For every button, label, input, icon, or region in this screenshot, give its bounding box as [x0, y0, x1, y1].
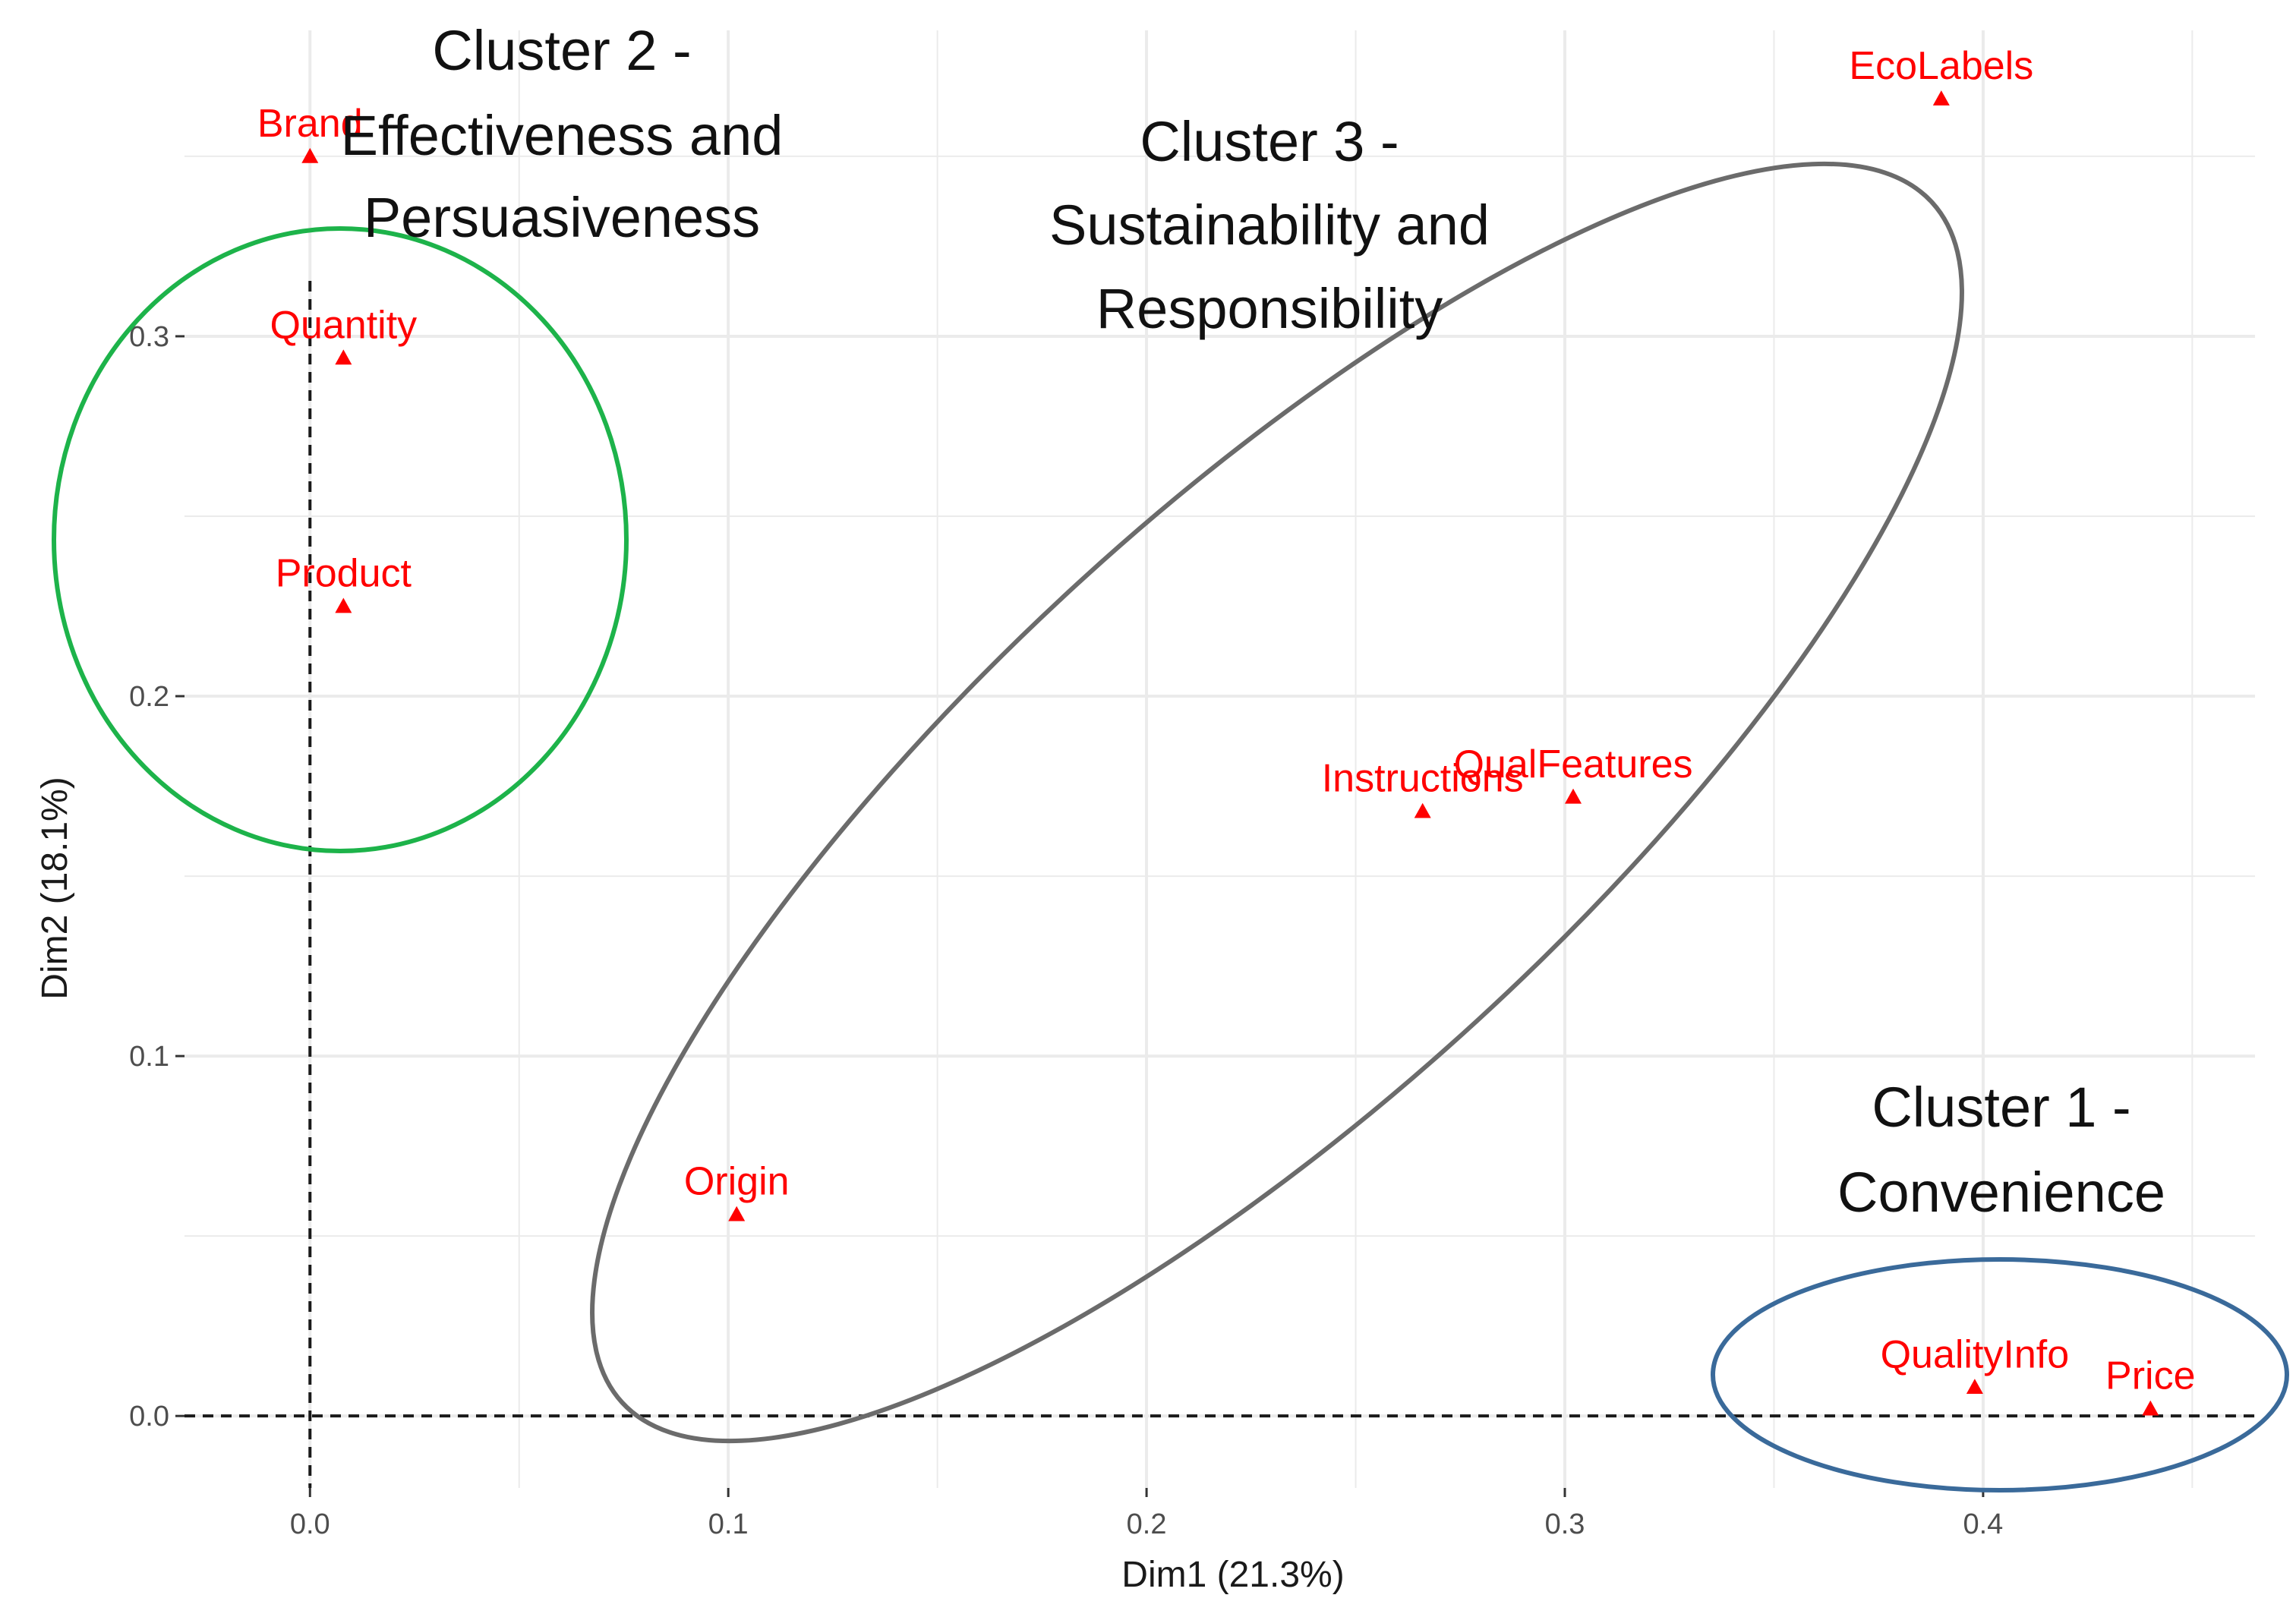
point-marker-ecolabels — [1932, 90, 1950, 106]
data-points: Brand Quantity Product EcoLabels QualFeature… — [257, 44, 2196, 1416]
point-label-price: Price — [2105, 1354, 2195, 1398]
cluster-2-ellipse — [52, 226, 629, 853]
x-tick-label: 0.2 — [1127, 1508, 1167, 1540]
y-tick-label: 0.3 — [129, 321, 169, 353]
point-label-qualityinfo: QualityInfo — [1881, 1332, 2070, 1376]
point-marker-price — [2142, 1400, 2159, 1416]
point-label-ecolabels: EcoLabels — [1849, 44, 2033, 88]
x-axis-title: Dim1 (21.3%) — [1121, 1555, 1344, 1595]
y-tick-label: 0.2 — [129, 681, 169, 713]
reference-lines — [184, 281, 2255, 1488]
x-axis-ticks: 0.0 0.1 0.2 0.3 0.4 — [290, 1488, 2003, 1540]
y-tick-label: 0.0 — [129, 1401, 169, 1433]
point-marker-quantity — [335, 349, 352, 365]
x-tick-label: 0.1 — [708, 1508, 749, 1540]
cluster-2-title-line-1: Cluster 2 - — [432, 19, 691, 82]
point-label-qualfeatures: QualFeatures — [1453, 742, 1692, 786]
cluster-titles: Cluster 2 - Effectiveness and Persuasive… — [341, 19, 2165, 1224]
cluster-1-ellipse — [1711, 1257, 2289, 1492]
y-axis-ticks: 0.0 0.1 0.2 0.3 — [129, 321, 184, 1433]
cluster-1-title-line-2: Convenience — [1837, 1161, 2165, 1224]
cluster-3-title-line-2: Sustainability and — [1049, 194, 1490, 257]
x-tick-label: 0.0 — [290, 1508, 330, 1540]
cluster-2-title-line-2: Effectiveness and — [341, 104, 784, 167]
cluster-3-title-line-1: Cluster 3 - — [1140, 110, 1399, 173]
point-marker-qualityinfo — [1966, 1379, 1983, 1395]
x-tick-label: 0.4 — [1963, 1508, 2003, 1540]
cluster-3-ellipse — [590, 161, 1964, 1444]
y-tick-label: 0.1 — [129, 1041, 169, 1073]
x-tick-label: 0.3 — [1545, 1508, 1585, 1540]
point-marker-brand — [301, 147, 319, 163]
cluster-2-title-line-3: Persuasiveness — [364, 186, 760, 249]
point-label-origin: Origin — [684, 1160, 790, 1204]
y-axis-title: Dim2 (18.1%) — [35, 777, 75, 999]
grid — [184, 30, 2255, 1488]
cluster-1-title-line-1: Cluster 1 - — [1872, 1076, 2130, 1139]
point-label-product: Product — [276, 552, 412, 596]
cluster-3-title-line-3: Responsibility — [1096, 277, 1443, 340]
point-label-quantity: Quantity — [270, 303, 418, 347]
point-marker-product — [335, 597, 352, 613]
point-label-instructions: Instructions — [1322, 757, 1524, 801]
point-marker-origin — [728, 1206, 746, 1221]
point-label-brand: Brand — [257, 102, 363, 146]
point-marker-instructions — [1414, 802, 1431, 818]
point-marker-qualfeatures — [1565, 788, 1582, 804]
cluster-ellipses — [52, 161, 2289, 1492]
